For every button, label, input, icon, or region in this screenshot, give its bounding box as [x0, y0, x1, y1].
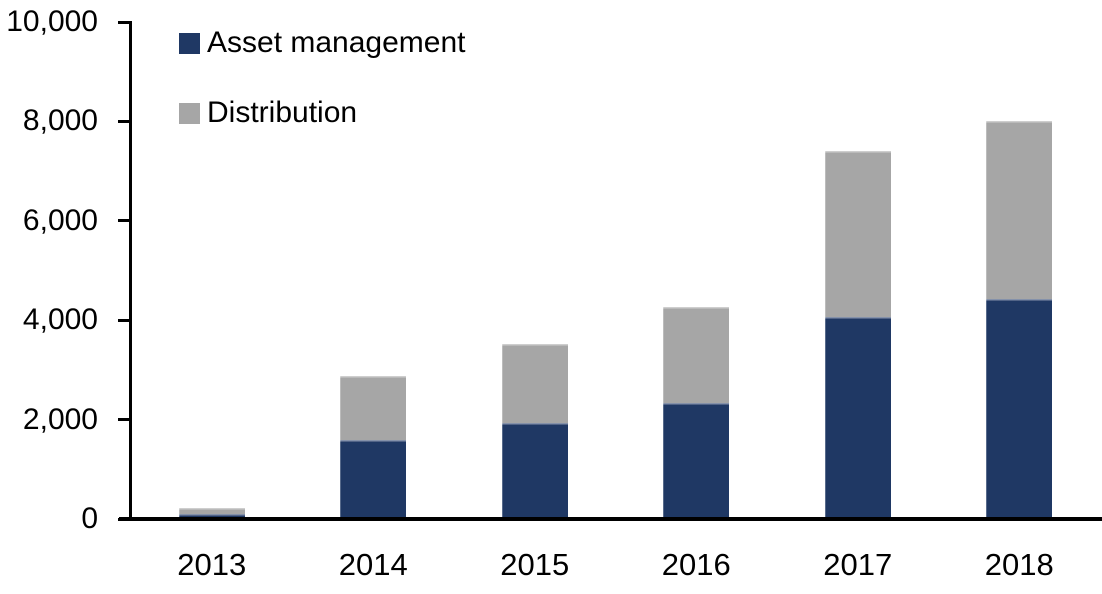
- y-axis-tick-label: 0: [81, 502, 98, 535]
- y-axis-tick: [118, 119, 131, 123]
- y-axis-tick-label: 6,000: [22, 203, 98, 237]
- bar-segment-2015-distribution: [501, 343, 568, 423]
- bar-segment-2018-asset-management: [986, 299, 1053, 517]
- bar-segment-2014-distribution: [340, 375, 407, 441]
- x-axis-label-2014: 2014: [338, 547, 408, 582]
- y-axis-line: [129, 21, 132, 521]
- bar-2014: [340, 375, 407, 517]
- x-axis-line: [119, 517, 1102, 521]
- x-axis-labels: 2013 2014 2015 2016 2017 2018: [131, 547, 1100, 587]
- legend-item-distribution: Distribution: [179, 96, 465, 130]
- bar-segment-2014-asset-management: [340, 440, 407, 517]
- y-axis-tick: [118, 418, 131, 422]
- bar-segment-2013-distribution: [178, 508, 245, 514]
- x-axis-label-2016: 2016: [661, 547, 731, 582]
- y-axis-tick: [118, 517, 131, 521]
- bar-2015: [501, 343, 568, 517]
- bar-segment-2013-asset-management: [178, 513, 245, 517]
- bar-segment-2018-distribution: [986, 121, 1053, 300]
- x-axis-label-2015: 2015: [500, 547, 570, 582]
- x-axis-label-2017: 2017: [823, 547, 893, 582]
- legend: Asset management Distribution: [179, 26, 465, 166]
- x-axis-label-2018: 2018: [984, 547, 1054, 582]
- bar-2018: [986, 121, 1053, 517]
- y-axis-tick: [118, 318, 131, 322]
- bar-2016: [663, 306, 730, 517]
- bars-layer: [131, 22, 1100, 517]
- x-axis-label-2013: 2013: [177, 547, 247, 582]
- y-axis-tick: [118, 20, 131, 24]
- bar-segment-2017-distribution: [824, 150, 891, 317]
- bar-segment-2015-asset-management: [501, 422, 568, 517]
- legend-swatch-distribution: [179, 102, 200, 124]
- y-axis-tick: [118, 219, 131, 223]
- legend-item-asset-management: Asset management: [179, 26, 465, 60]
- y-axis-tick-label: 4,000: [22, 303, 98, 337]
- bar-2013: [178, 508, 245, 517]
- legend-label-distribution: Distribution: [207, 96, 358, 129]
- bar-segment-2016-distribution: [663, 306, 730, 404]
- legend-label-asset-management: Asset management: [207, 26, 466, 59]
- y-axis-tick-label: 2,000: [22, 402, 98, 436]
- legend-swatch-asset-management: [179, 32, 200, 54]
- y-axis-tick-label: 10,000: [6, 5, 98, 38]
- bar-segment-2017-asset-management: [824, 316, 891, 517]
- y-axis-tick-label: 8,000: [22, 104, 98, 138]
- bar-segment-2016-asset-management: [663, 403, 730, 517]
- bar-2017: [824, 150, 891, 517]
